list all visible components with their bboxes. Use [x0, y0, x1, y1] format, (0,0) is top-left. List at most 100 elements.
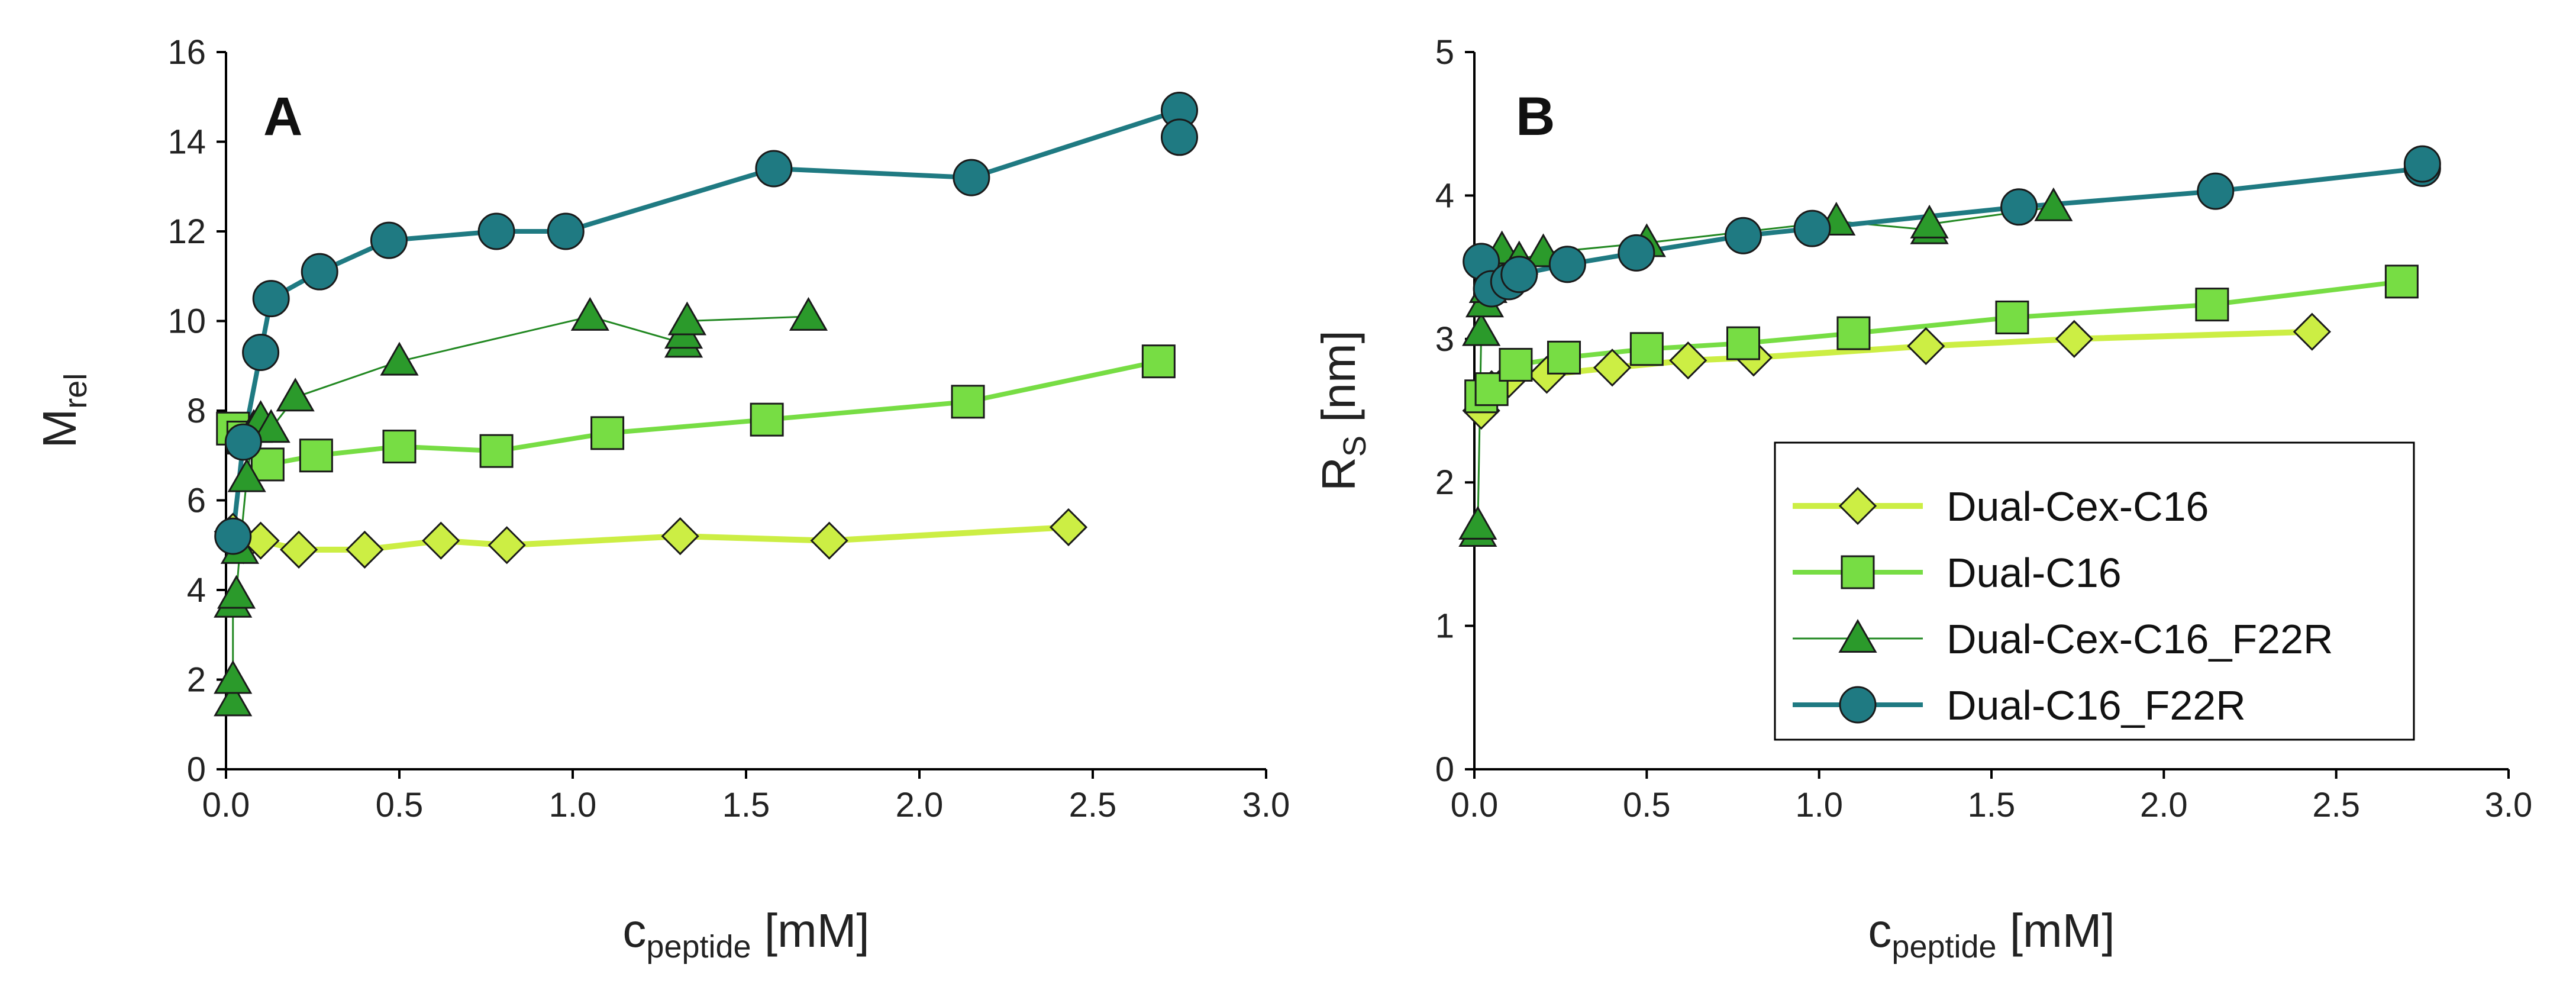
panel-a-series-2-point-5 [227, 458, 266, 492]
panel-a-y-tick-label: 2 [187, 661, 206, 699]
panel-b-series-3-point-3 [1500, 256, 1538, 294]
panel-a-y-tick-label: 10 [167, 302, 206, 341]
panel-a-series-1-point-2 [250, 447, 285, 482]
panel-a-markers [214, 91, 1198, 717]
panel-a-series-1-point-4 [382, 430, 417, 464]
panel-b-x-tick-label: 0.0 [1451, 786, 1499, 824]
panel-a-x-tick-label: 3.0 [1242, 786, 1290, 824]
panel-a-series-2-point-1 [214, 660, 253, 694]
panel-b-x-label: cpeptide [mM] [1868, 904, 2115, 965]
panel-a-series-3-point-4 [301, 253, 338, 291]
panel-a-series-3-point-7 [547, 212, 585, 250]
panel-b-x-tick-label: 2.0 [2140, 786, 2188, 824]
panel-a-x-tick-label: 2.0 [896, 786, 944, 824]
panel-a-y-label: Mrel [33, 373, 93, 449]
panel-b-series-1-point-9 [2384, 265, 2419, 299]
panel-a-series-1-point-8 [951, 385, 985, 419]
legend-marker-point-1 [1841, 555, 1875, 589]
panel-b-series-0-point-7 [1907, 327, 1945, 366]
panel-b-series-1-point-3 [1547, 340, 1581, 375]
panel-b-y-tick-label: 3 [1435, 320, 1454, 359]
panel-b-x-tick-label: 3.0 [2485, 786, 2533, 824]
panel-b-series-3-point-4 [1548, 246, 1586, 283]
panel-b-series-3-point-6 [1724, 217, 1762, 254]
legend-marker-point-2 [1838, 618, 1877, 653]
panel-a-series-3-point-6 [477, 212, 515, 250]
panel-b-series-line-3 [1479, 164, 2425, 291]
panel-a-x-tick-label: 1.5 [722, 786, 770, 824]
panel-b-series-2-point-12 [1910, 204, 1949, 238]
panel-a-series-2-point-9 [276, 378, 315, 412]
panel-a-series-1-point-6 [590, 416, 625, 450]
panel-a-series-0-point-4 [346, 530, 384, 569]
panel-b-y-tick-label: 5 [1435, 33, 1454, 72]
legend: Dual-Cex-C16 Dual-C16 Dual-Cex-C16_F22R Dua… [1774, 441, 2415, 741]
panel-b-series-0-point-5 [1669, 341, 1707, 380]
legend-marker-point-0 [1838, 486, 1877, 525]
panel-a-series-0-point-3 [279, 530, 318, 569]
panel-a-series-2-point-3 [217, 575, 256, 609]
panel-b-series-3-point-11 [2403, 145, 2441, 183]
panel-b-series-1-point-8 [2195, 288, 2229, 322]
panel-a-series-1-point-5 [479, 434, 514, 468]
panel-a-ticks: 0.0 0.5 1.0 1.5 2.0 2.5 3.0 0 2 4 6 8 10 12 14 16 [167, 33, 1290, 824]
panel-b-series-2-point-2 [1462, 312, 1501, 346]
panel-a-letter: A [263, 86, 302, 147]
panel-b-y-tick-label: 4 [1435, 176, 1454, 215]
panel-b-y-tick-label: 0 [1435, 750, 1454, 789]
legend-label-0: Dual-Cex-C16 [1946, 483, 2209, 530]
panel-b-series-1-point-4 [1629, 332, 1664, 366]
panel-a-x-tick-label: 1.0 [549, 786, 597, 824]
panel-a-series-2-point-11 [570, 296, 609, 331]
panel-a-series-1-point-3 [299, 438, 333, 473]
panel-a-series-0-point-8 [810, 521, 848, 560]
panel-b: 0.0 0.5 1.0 1.5 2.0 2.5 3.0 0 1 2 3 4 5 B cpeptide [… [1312, 33, 2532, 965]
panel-a-y-tick-label: 12 [167, 212, 206, 251]
panel-b-y-tick-label: 2 [1435, 463, 1454, 502]
panel-b-series-0-point-4 [1593, 349, 1632, 387]
panel-a-x-tick-label: 2.5 [1069, 786, 1117, 824]
panel-b-x-tick-label: 2.5 [2312, 786, 2360, 824]
panel-a-series-2-point-0 [214, 682, 253, 717]
panel-a-series-3-point-1 [224, 423, 262, 461]
panel-a-series-3-point-0 [214, 517, 252, 555]
panel-a-x-label: cpeptide [mM] [622, 904, 869, 965]
panel-a-series-0-point-7 [661, 517, 699, 556]
panel-a-series-1-point-7 [750, 402, 784, 437]
panel-b-series-3-point-9 [2197, 172, 2235, 210]
panel-a-series-line-3 [230, 108, 1182, 537]
panel-a-series-0-point-9 [1049, 508, 1088, 547]
panel-a-series-3-point-5 [370, 221, 408, 259]
panel-b-series-1-point-5 [1726, 326, 1760, 360]
panel-a-y-tick-label: 0 [187, 750, 206, 789]
panel-a-series-0-point-5 [422, 521, 460, 560]
panel-a-series-3-point-3 [252, 280, 290, 318]
legend-box [1774, 441, 2415, 741]
panel-a-y-tick-label: 8 [187, 392, 206, 430]
panel-a-series-3-point-11 [1161, 118, 1198, 156]
panel-a-series-line-1 [231, 359, 1160, 467]
panel-a-series-3-point-8 [755, 150, 793, 188]
panel-a-x-tick-label: 0.0 [202, 786, 250, 824]
legend-label-2: Dual-Cex-C16_F22R [1946, 616, 2333, 662]
panel-b-series-3-point-8 [2000, 188, 2038, 226]
panel-a-y-tick-label: 14 [167, 123, 206, 162]
panel-b-ticks: 0.0 0.5 1.0 1.5 2.0 2.5 3.0 0 1 2 3 4 5 [1435, 33, 2533, 824]
panel-b-series-1-point-2 [1499, 347, 1533, 382]
legend-label-1: Dual-C16 [1946, 550, 2122, 596]
panel-a-series-2-point-15 [789, 296, 828, 331]
panel-b-x-tick-label: 0.5 [1623, 786, 1671, 824]
panel-a: 0.0 0.5 1.0 1.5 2.0 2.5 3.0 0 2 4 6 8 10 12 14 16 A cpe… [33, 33, 1290, 965]
panel-b-y-label: RS [nm] [1312, 330, 1373, 491]
panel-a-series-line-2 [232, 315, 809, 702]
panel-b-series-2-point-1 [1458, 505, 1497, 540]
panel-a-series-2-point-10 [380, 341, 419, 376]
panel-b-series-2-point-13 [2034, 187, 2073, 221]
panel-a-series-1-point-9 [1141, 344, 1176, 379]
panel-b-series-3-point-5 [1618, 234, 1655, 272]
panel-b-series-3-point-7 [1793, 209, 1831, 247]
panel-a-series-2-point-8 [251, 409, 290, 443]
panel-b-series-1-point-7 [1995, 300, 2029, 334]
panel-a-series-lines [230, 108, 1182, 702]
